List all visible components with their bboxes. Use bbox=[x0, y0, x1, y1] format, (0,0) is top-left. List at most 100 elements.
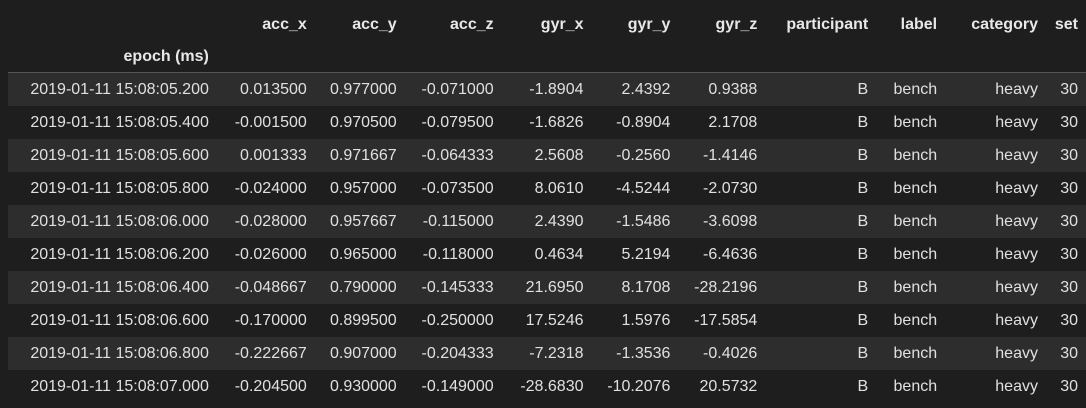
table-cell-set: 30 bbox=[1060, 245, 1078, 263]
table-cell-gyr_y: -4.5244 bbox=[616, 179, 671, 197]
table-cell-participant: B bbox=[857, 278, 869, 296]
table-cell-gyr_z: 2.1708 bbox=[708, 113, 758, 131]
table-cell-acc_x: 0.013500 bbox=[240, 80, 307, 98]
table-cell-label: bench bbox=[893, 179, 938, 197]
table-cell-acc_y: 0.899500 bbox=[329, 311, 397, 329]
table-cell-participant: B bbox=[857, 113, 869, 131]
table-cell-label: bench bbox=[893, 113, 938, 131]
row-index-cell: 2019-01-11 15:08:06.600 bbox=[30, 311, 209, 329]
table-cell-set: 30 bbox=[1060, 80, 1078, 98]
row-index-cell: 2019-01-11 15:08:07.000 bbox=[30, 377, 209, 395]
column-header: set bbox=[1054, 16, 1078, 33]
table-cell-participant: B bbox=[857, 212, 869, 230]
table-cell-label: bench bbox=[893, 278, 938, 296]
table-cell-category: heavy bbox=[995, 80, 1038, 98]
table-cell-gyr_x: 2.4390 bbox=[534, 212, 584, 230]
table-cell-gyr_z: -2.0730 bbox=[703, 179, 758, 197]
table-cell-gyr_y: -0.8904 bbox=[616, 113, 671, 131]
table-cell-acc_x: -0.026000 bbox=[234, 245, 307, 263]
table-cell-acc_y: 0.977000 bbox=[329, 80, 397, 98]
index-name-header: epoch (ms) bbox=[123, 48, 209, 65]
row-index-cell: 2019-01-11 15:08:06.800 bbox=[30, 344, 209, 362]
table-cell-acc_x: -0.024000 bbox=[234, 179, 307, 197]
table-cell-gyr_x: 17.5246 bbox=[525, 311, 584, 329]
table-cell-participant: B bbox=[857, 344, 869, 362]
table-row: 2019-01-11 15:08:05.600 0.001333 0.971667 -… bbox=[8, 139, 1086, 172]
table-cell-label: bench bbox=[893, 80, 938, 98]
table-cell-acc_y: 0.971667 bbox=[329, 146, 397, 164]
column-header: gyr_y bbox=[627, 16, 671, 33]
index-corner-cell bbox=[8, 8, 217, 42]
table-row: 2019-01-11 15:08:06.800 -0.222667 0.907000… bbox=[8, 337, 1086, 370]
table-cell-set: 30 bbox=[1060, 344, 1078, 362]
table-cell-label: bench bbox=[893, 146, 938, 164]
column-header: acc_x bbox=[262, 16, 307, 33]
column-header-row: acc_x acc_y acc_z gyr_x gyr_y gyr_z part… bbox=[8, 8, 1086, 42]
table-header: acc_x acc_y acc_z gyr_x gyr_y gyr_z part… bbox=[8, 8, 1086, 73]
row-index-cell: 2019-01-11 15:08:06.000 bbox=[30, 212, 209, 230]
table-cell-gyr_y: -10.2076 bbox=[607, 377, 671, 395]
table-cell-gyr_y: 1.5976 bbox=[621, 311, 671, 329]
column-header: acc_y bbox=[352, 16, 397, 33]
table-cell-label: bench bbox=[893, 311, 938, 329]
table-cell-acc_z: -0.250000 bbox=[421, 311, 494, 329]
table-cell-acc_z: -0.064333 bbox=[421, 146, 494, 164]
table-cell-label: bench bbox=[893, 377, 938, 395]
table-cell-set: 30 bbox=[1060, 146, 1078, 164]
table-row: 2019-01-11 15:08:06.600 -0.170000 0.899500… bbox=[8, 304, 1086, 337]
table-cell-acc_y: 0.965000 bbox=[329, 245, 397, 263]
row-index-cell: 2019-01-11 15:08:05.800 bbox=[30, 179, 209, 197]
table-cell-gyr_z: -6.4636 bbox=[703, 245, 758, 263]
table-row: 2019-01-11 15:08:05.400 -0.001500 0.970500… bbox=[8, 106, 1086, 139]
table-cell-category: heavy bbox=[995, 278, 1038, 296]
table-cell-participant: B bbox=[857, 377, 869, 395]
table-cell-acc_x: -0.204500 bbox=[234, 377, 307, 395]
table-cell-acc_z: -0.115000 bbox=[422, 212, 494, 230]
table-row: 2019-01-11 15:08:07.000 -0.204500 0.930000… bbox=[8, 370, 1086, 403]
table-cell-gyr_x: -28.6830 bbox=[520, 377, 584, 395]
table-cell-acc_x: -0.048667 bbox=[234, 278, 307, 296]
table-cell-gyr_x: -1.6826 bbox=[529, 113, 584, 131]
table-cell-category: heavy bbox=[995, 245, 1038, 263]
table-cell-gyr_z: 20.5732 bbox=[699, 377, 758, 395]
table-cell-set: 30 bbox=[1060, 113, 1078, 131]
column-header: category bbox=[971, 16, 1038, 33]
table-cell-gyr_x: -1.8904 bbox=[529, 80, 584, 98]
table-cell-acc_z: -0.118000 bbox=[422, 245, 494, 263]
table-cell-acc_y: 0.790000 bbox=[329, 278, 397, 296]
table-cell-category: heavy bbox=[995, 377, 1038, 395]
column-header: gyr_x bbox=[540, 16, 584, 33]
table-row: 2019-01-11 15:08:06.400 -0.048667 0.790000… bbox=[8, 271, 1086, 304]
index-name-row: epoch (ms) bbox=[8, 42, 1086, 73]
table-cell-gyr_y: 2.4392 bbox=[621, 80, 671, 98]
table-cell-participant: B bbox=[857, 179, 869, 197]
table-cell-category: heavy bbox=[995, 113, 1038, 131]
table-cell-label: bench bbox=[893, 344, 938, 362]
table-cell-gyr_z: -0.4026 bbox=[703, 344, 758, 362]
table-cell-acc_x: -0.028000 bbox=[234, 212, 307, 230]
table-cell-set: 30 bbox=[1060, 278, 1078, 296]
table-cell-acc_z: -0.145333 bbox=[421, 278, 494, 296]
column-header: participant bbox=[786, 16, 869, 33]
table-cell-acc_x: -0.222667 bbox=[234, 344, 307, 362]
column-header: acc_z bbox=[450, 16, 494, 33]
table-cell-gyr_y: -1.5486 bbox=[616, 212, 671, 230]
table-cell-acc_y: 0.970500 bbox=[329, 113, 397, 131]
table-cell-set: 30 bbox=[1060, 311, 1078, 329]
table-cell-category: heavy bbox=[995, 212, 1038, 230]
table-cell-acc_z: -0.204333 bbox=[421, 344, 494, 362]
dataframe-table: acc_x acc_y acc_z gyr_x gyr_y gyr_z part… bbox=[8, 8, 1086, 403]
table-cell-category: heavy bbox=[995, 146, 1038, 164]
table-cell-gyr_y: -1.3536 bbox=[616, 344, 671, 362]
row-index-cell: 2019-01-11 15:08:05.400 bbox=[30, 113, 209, 131]
table-cell-gyr_y: 8.1708 bbox=[621, 278, 671, 296]
table-cell-category: heavy bbox=[995, 311, 1038, 329]
row-index-cell: 2019-01-11 15:08:06.400 bbox=[30, 278, 209, 296]
column-header: gyr_z bbox=[715, 16, 758, 33]
table-cell-gyr_y: -0.2560 bbox=[616, 146, 671, 164]
table-cell-label: bench bbox=[893, 212, 938, 230]
table-row: 2019-01-11 15:08:05.800 -0.024000 0.957000… bbox=[8, 172, 1086, 205]
table-cell-acc_y: 0.957667 bbox=[329, 212, 397, 230]
table-cell-participant: B bbox=[857, 311, 869, 329]
